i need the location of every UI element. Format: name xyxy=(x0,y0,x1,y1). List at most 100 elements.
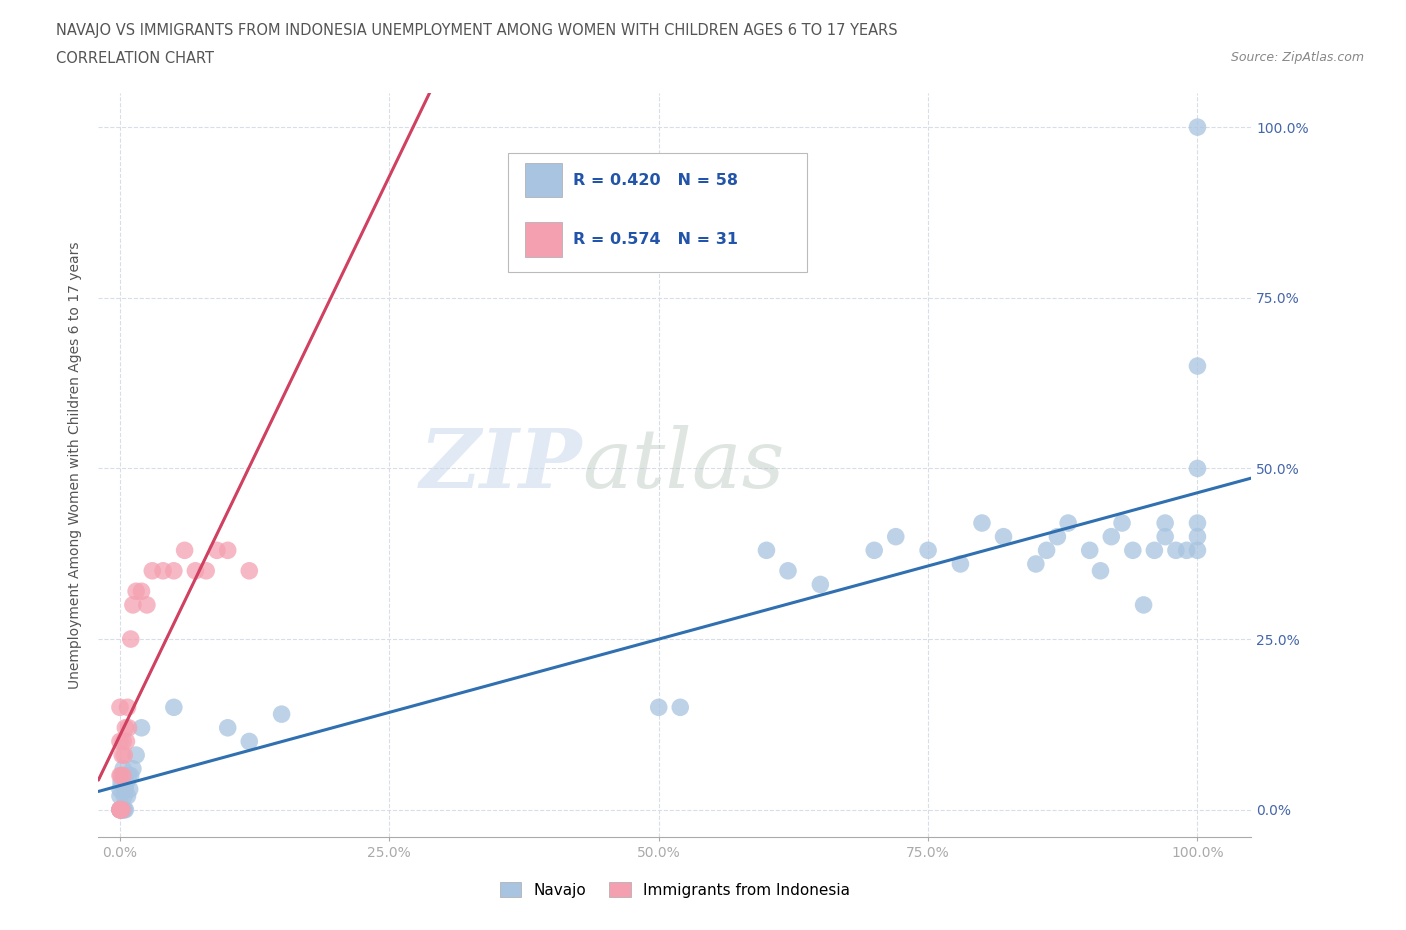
Point xyxy=(114,803,136,817)
Point xyxy=(863,543,886,558)
Point xyxy=(808,577,831,591)
Point xyxy=(110,768,132,783)
Point xyxy=(993,529,1015,544)
Point xyxy=(1035,543,1057,558)
Point xyxy=(184,564,207,578)
Point xyxy=(1132,597,1154,612)
Point xyxy=(1111,515,1133,530)
Point xyxy=(112,789,135,804)
Point xyxy=(110,803,132,817)
Text: atlas: atlas xyxy=(582,425,785,505)
Point xyxy=(173,543,195,558)
FancyBboxPatch shape xyxy=(508,153,807,272)
Point xyxy=(669,700,692,715)
Point xyxy=(115,734,138,749)
Point xyxy=(884,529,907,544)
Point xyxy=(117,721,139,736)
Point xyxy=(163,700,186,715)
Point xyxy=(238,564,260,578)
FancyBboxPatch shape xyxy=(524,222,562,257)
Point xyxy=(1154,529,1177,544)
Point xyxy=(114,782,136,797)
Point xyxy=(755,543,778,558)
Point xyxy=(949,556,972,571)
Point xyxy=(1078,543,1101,558)
Point xyxy=(135,597,157,612)
Point xyxy=(141,564,163,578)
Point xyxy=(112,803,135,817)
Point xyxy=(110,803,132,817)
Legend: Navajo, Immigrants from Indonesia: Navajo, Immigrants from Indonesia xyxy=(494,876,856,904)
Y-axis label: Unemployment Among Women with Children Ages 6 to 17 years: Unemployment Among Women with Children A… xyxy=(69,241,83,689)
Point xyxy=(195,564,218,578)
Point xyxy=(122,597,145,612)
Point xyxy=(270,707,292,722)
Point xyxy=(1090,564,1112,578)
Text: R = 0.574   N = 31: R = 0.574 N = 31 xyxy=(574,232,738,247)
Point xyxy=(117,768,139,783)
Point xyxy=(1187,543,1209,558)
Text: NAVAJO VS IMMIGRANTS FROM INDONESIA UNEMPLOYMENT AMONG WOMEN WITH CHILDREN AGES : NAVAJO VS IMMIGRANTS FROM INDONESIA UNEM… xyxy=(56,23,898,38)
Point xyxy=(238,734,260,749)
Point xyxy=(217,543,239,558)
Point xyxy=(112,768,135,783)
Point xyxy=(1046,529,1069,544)
Point xyxy=(125,748,148,763)
Point xyxy=(1099,529,1122,544)
Point xyxy=(114,721,136,736)
Point xyxy=(125,584,148,599)
Text: Source: ZipAtlas.com: Source: ZipAtlas.com xyxy=(1230,51,1364,64)
Point xyxy=(1187,529,1209,544)
Point xyxy=(131,721,153,736)
Point xyxy=(117,789,139,804)
Text: CORRELATION CHART: CORRELATION CHART xyxy=(56,51,214,66)
Point xyxy=(776,564,799,578)
Point xyxy=(1057,515,1080,530)
Point xyxy=(970,515,993,530)
Point xyxy=(111,803,134,817)
Point xyxy=(108,789,131,804)
Point xyxy=(1187,515,1209,530)
Point xyxy=(108,734,131,749)
Point xyxy=(217,721,239,736)
Text: R = 0.420   N = 58: R = 0.420 N = 58 xyxy=(574,173,738,188)
FancyBboxPatch shape xyxy=(524,163,562,197)
Point xyxy=(108,803,131,817)
Point xyxy=(108,782,131,797)
Point xyxy=(1187,359,1209,374)
Point xyxy=(120,631,142,646)
Point xyxy=(1143,543,1166,558)
Point xyxy=(108,803,131,817)
Point xyxy=(108,768,131,783)
Point xyxy=(1154,515,1177,530)
Point xyxy=(112,748,135,763)
Point xyxy=(120,768,142,783)
Point xyxy=(122,762,145,777)
Point xyxy=(1025,556,1047,571)
Point xyxy=(111,748,134,763)
Point xyxy=(111,803,134,817)
Point xyxy=(163,564,186,578)
Point xyxy=(1187,461,1209,476)
Point xyxy=(118,782,141,797)
Point xyxy=(115,775,138,790)
Point xyxy=(108,700,131,715)
Text: ZIP: ZIP xyxy=(420,425,582,505)
Point xyxy=(117,700,139,715)
Point xyxy=(108,803,131,817)
Point xyxy=(112,803,135,817)
Point xyxy=(110,775,132,790)
Point xyxy=(111,768,134,783)
Point xyxy=(131,584,153,599)
Point xyxy=(1122,543,1144,558)
Point xyxy=(205,543,228,558)
Point xyxy=(108,803,131,817)
Point xyxy=(917,543,939,558)
Point xyxy=(1164,543,1187,558)
Point xyxy=(648,700,671,715)
Point xyxy=(1175,543,1198,558)
Point xyxy=(1187,120,1209,135)
Point xyxy=(112,734,135,749)
Point xyxy=(108,803,131,817)
Point xyxy=(152,564,174,578)
